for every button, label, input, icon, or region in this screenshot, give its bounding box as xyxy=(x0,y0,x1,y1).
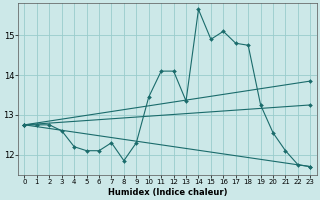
X-axis label: Humidex (Indice chaleur): Humidex (Indice chaleur) xyxy=(108,188,227,197)
